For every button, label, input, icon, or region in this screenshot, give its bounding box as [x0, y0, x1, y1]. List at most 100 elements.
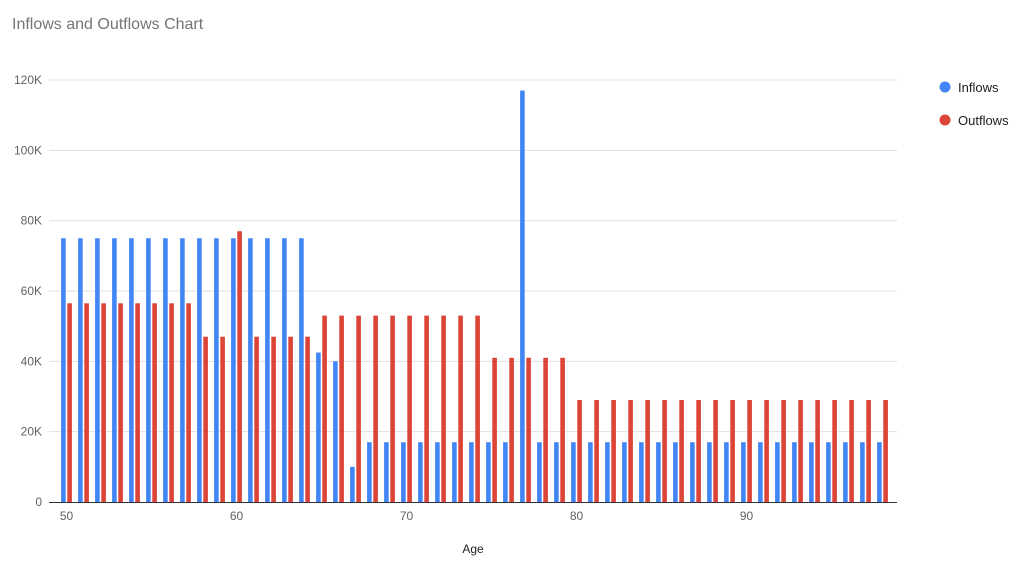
bar-inflows-65 [316, 352, 321, 502]
bar-inflows-63 [282, 238, 287, 502]
x-tick-label: 60 [230, 509, 244, 523]
chart-title: Inflows and Outflows Chart [12, 16, 204, 33]
bar-inflows-55 [146, 238, 151, 502]
bar-outflows-87 [696, 400, 701, 502]
x-tick-label: 70 [400, 509, 414, 523]
bar-outflows-81 [594, 400, 599, 502]
x-tick-label: 90 [740, 509, 754, 523]
bar-inflows-59 [214, 238, 219, 502]
bar-outflows-78 [543, 357, 548, 502]
bar-inflows-97 [860, 442, 865, 502]
bar-outflows-83 [628, 400, 633, 502]
bar-inflows-54 [129, 238, 134, 502]
bar-outflows-93 [798, 400, 803, 502]
bar-inflows-95 [826, 442, 831, 502]
legend-label-outflows: Outflows [958, 113, 1009, 128]
bar-outflows-82 [611, 400, 616, 502]
bar-outflows-70 [407, 315, 412, 502]
bar-inflows-68 [367, 442, 372, 502]
bar-outflows-59 [220, 336, 225, 502]
x-tick-label: 80 [570, 509, 584, 523]
bar-outflows-69 [390, 315, 395, 502]
bar-inflows-77 [520, 90, 525, 503]
bar-inflows-88 [707, 442, 712, 502]
bar-outflows-55 [152, 303, 157, 502]
bar-outflows-51 [84, 303, 89, 502]
bar-inflows-60 [231, 238, 236, 502]
bar-outflows-95 [832, 400, 837, 502]
y-tick-label: 40K [21, 354, 42, 368]
y-tick-label: 0 [35, 495, 42, 509]
bar-inflows-70 [401, 442, 406, 502]
bar-inflows-90 [741, 442, 746, 502]
bar-inflows-72 [435, 442, 440, 502]
bar-inflows-75 [486, 442, 491, 502]
bar-outflows-76 [509, 357, 514, 502]
legend-label-inflows: Inflows [958, 80, 999, 95]
bar-inflows-67 [350, 466, 355, 502]
bar-outflows-68 [373, 315, 378, 502]
bar-outflows-56 [169, 303, 174, 502]
bar-outflows-98 [883, 400, 888, 502]
bars [61, 90, 888, 503]
bar-outflows-96 [849, 400, 854, 502]
bar-outflows-97 [866, 400, 871, 502]
x-axis-ticks: 50 60 70 80 90 [60, 509, 754, 523]
bar-inflows-84 [639, 442, 644, 502]
bar-outflows-89 [730, 400, 735, 502]
y-tick-label: 120K [14, 73, 42, 87]
bar-inflows-64 [299, 238, 304, 502]
bar-inflows-98 [877, 442, 882, 502]
bar-inflows-93 [792, 442, 797, 502]
bar-outflows-60 [237, 231, 242, 502]
y-axis-ticks: 0 20K 40K 60K 80K 100K 120K [14, 73, 42, 509]
bar-inflows-52 [95, 238, 100, 502]
bar-inflows-62 [265, 238, 270, 502]
x-axis-label: Age [462, 542, 484, 556]
legend: Inflows Outflows [939, 80, 1009, 128]
bar-outflows-94 [815, 400, 820, 502]
bar-inflows-58 [197, 238, 202, 502]
bar-outflows-57 [186, 303, 191, 502]
bar-outflows-92 [781, 400, 786, 502]
grid-lines [49, 79, 897, 433]
bar-inflows-66 [333, 361, 338, 502]
bar-inflows-91 [758, 442, 763, 502]
bar-outflows-64 [305, 336, 310, 502]
bar-inflows-69 [384, 442, 389, 502]
bar-inflows-57 [180, 238, 185, 502]
bar-inflows-96 [843, 442, 848, 502]
bar-inflows-83 [622, 442, 627, 502]
bar-inflows-94 [809, 442, 814, 502]
legend-swatch-inflows [939, 81, 951, 93]
y-tick-label: 100K [14, 143, 42, 157]
bar-outflows-85 [662, 400, 667, 502]
bar-outflows-73 [458, 315, 463, 502]
bar-outflows-80 [577, 400, 582, 502]
bar-inflows-81 [588, 442, 593, 502]
x-tick-label: 50 [60, 509, 74, 523]
bar-inflows-73 [452, 442, 457, 502]
bar-inflows-79 [554, 442, 559, 502]
bar-outflows-79 [560, 357, 565, 502]
bar-inflows-53 [112, 238, 117, 502]
bar-outflows-66 [339, 315, 344, 502]
bar-outflows-67 [356, 315, 361, 502]
bar-inflows-86 [673, 442, 678, 502]
bar-outflows-77 [526, 357, 531, 502]
bar-outflows-52 [101, 303, 106, 502]
y-tick-label: 80K [21, 214, 42, 228]
bar-inflows-87 [690, 442, 695, 502]
bar-outflows-63 [288, 336, 293, 502]
bar-inflows-92 [775, 442, 780, 502]
bar-inflows-85 [656, 442, 661, 502]
bar-outflows-58 [203, 336, 208, 502]
bar-outflows-65 [322, 315, 327, 502]
bar-outflows-71 [424, 315, 429, 502]
bar-outflows-62 [271, 336, 276, 502]
bar-outflows-84 [645, 400, 650, 502]
bar-outflows-90 [747, 400, 752, 502]
bar-outflows-75 [492, 357, 497, 502]
bar-outflows-74 [475, 315, 480, 502]
